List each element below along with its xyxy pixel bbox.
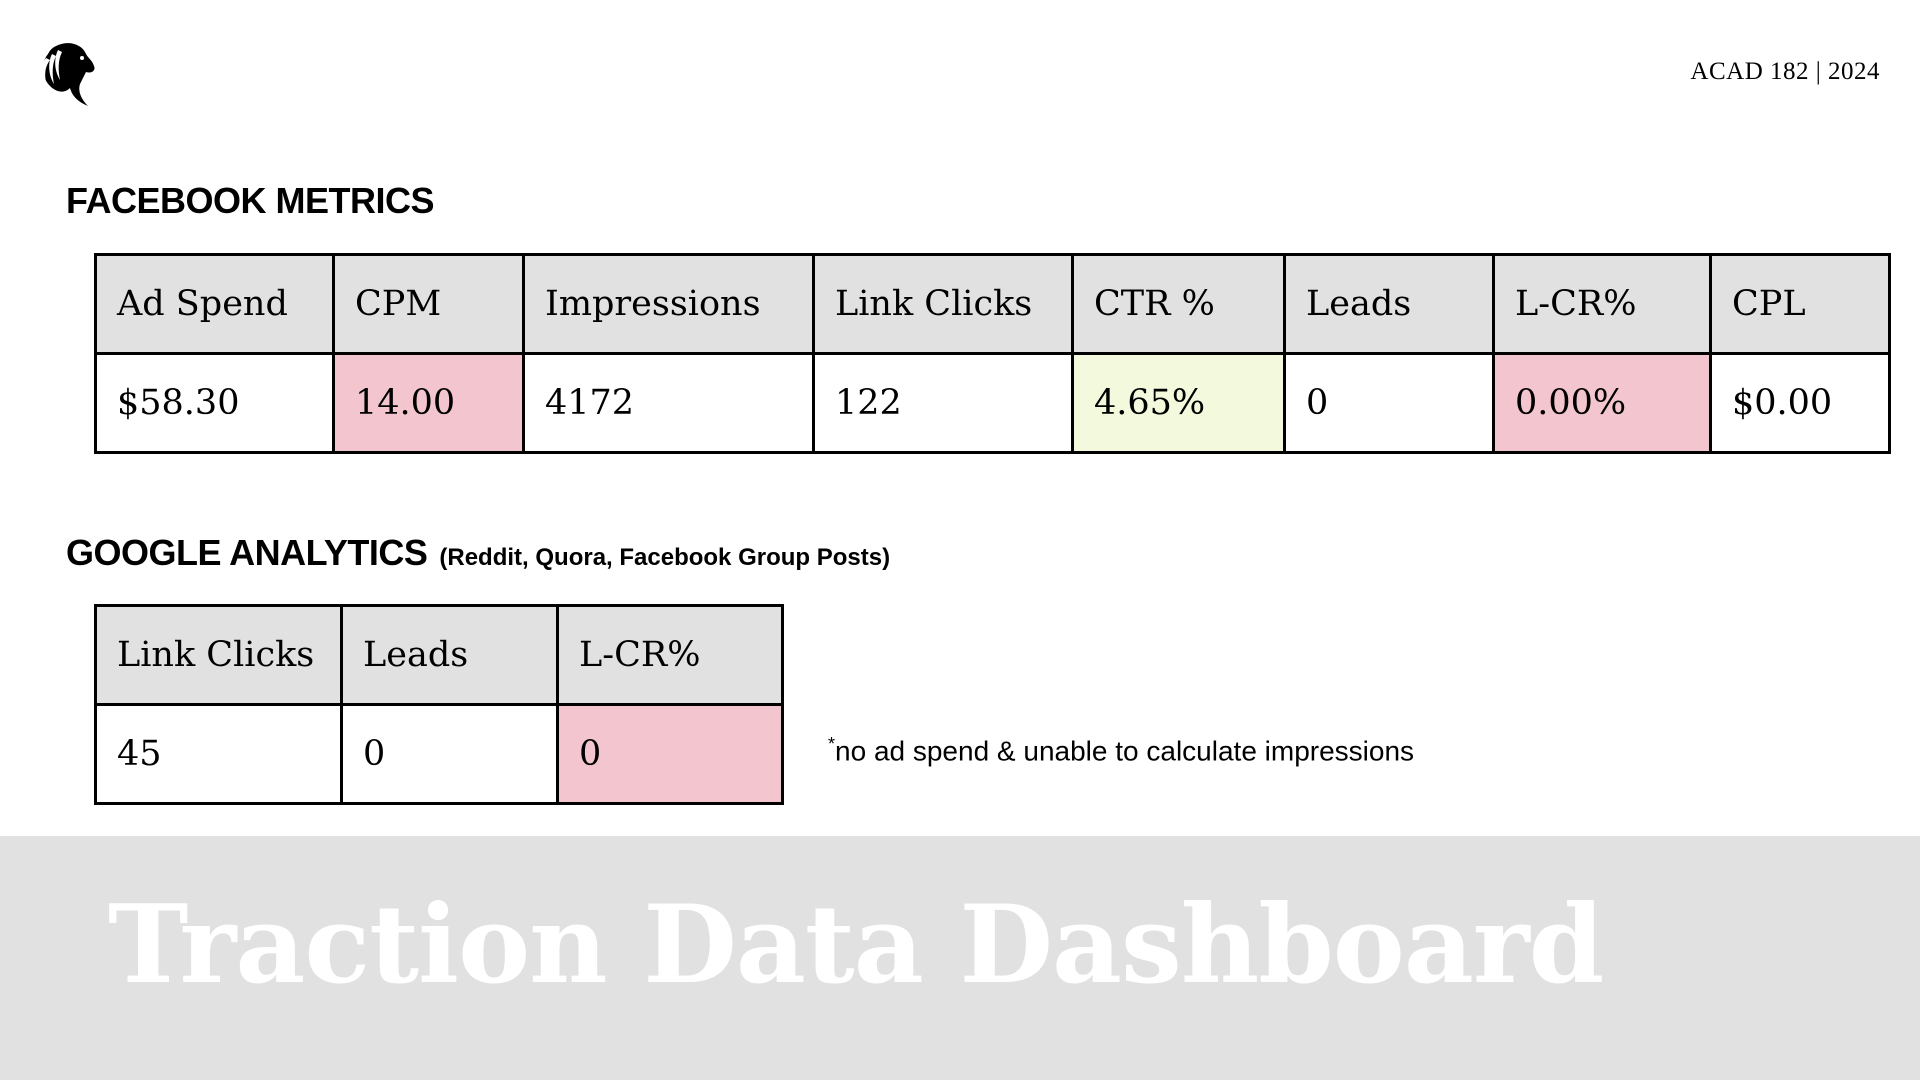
value-cpm: 14.00	[332, 352, 525, 454]
footnote: *no ad spend & unable to calculate impre…	[828, 734, 1414, 767]
header-impressions: Impressions	[522, 253, 815, 355]
value-l-cr: 0.00%	[1492, 352, 1712, 454]
value-ad-spend: $58.30	[94, 352, 335, 454]
footnote-text: no ad spend & unable to calculate impres…	[835, 735, 1415, 767]
value-leads: 0	[1283, 352, 1495, 454]
header-ad-spend: Ad Spend	[94, 253, 335, 355]
banner-title: Traction Data Dashboard	[108, 882, 1604, 1008]
facebook-section-title: FACEBOOK METRICS	[66, 180, 435, 221]
header-leads: Leads	[1283, 253, 1495, 355]
value-l-cr: 0	[556, 703, 784, 805]
value-link-clicks: 122	[812, 352, 1074, 454]
header-leads: Leads	[340, 604, 559, 706]
header-link-clicks: Link Clicks	[94, 604, 343, 706]
title-banner: Traction Data Dashboard	[0, 836, 1920, 1080]
value-cpl: $0.00	[1709, 352, 1891, 454]
value-leads: 0	[340, 703, 559, 805]
value-impressions: 4172	[522, 352, 815, 454]
header-link-clicks: Link Clicks	[812, 253, 1074, 355]
course-tag: ACAD 182 | 2024	[1690, 58, 1880, 85]
table-header-row: Link Clicks Leads L-CR%	[94, 604, 784, 706]
horse-head-logo-icon	[34, 40, 98, 108]
google-analytics-title: GOOGLE ANALYTICS	[66, 532, 428, 573]
google-analytics-table: Link Clicks Leads L-CR% 45 0 0	[94, 604, 784, 805]
header-ctr: CTR %	[1071, 253, 1286, 355]
value-ctr: 4.65%	[1071, 352, 1286, 454]
header-cpm: CPM	[332, 253, 525, 355]
value-link-clicks: 45	[94, 703, 343, 805]
google-analytics-section-title: GOOGLE ANALYTICS (Reddit, Quora, Facebook…	[66, 532, 890, 574]
facebook-metrics-table: Ad Spend CPM Impressions Link Clicks CTR…	[94, 253, 1891, 454]
table-row: $58.30 14.00 4172 122 4.65% 0 0.00% $0.0…	[94, 352, 1891, 454]
table-header-row: Ad Spend CPM Impressions Link Clicks CTR…	[94, 253, 1891, 355]
google-analytics-subtitle: (Reddit, Quora, Facebook Group Posts)	[439, 544, 891, 571]
header-l-cr: L-CR%	[1492, 253, 1712, 355]
footnote-mark: *	[828, 734, 836, 754]
table-row: 45 0 0	[94, 703, 784, 805]
header-l-cr: L-CR%	[556, 604, 784, 706]
header-cpl: CPL	[1709, 253, 1891, 355]
